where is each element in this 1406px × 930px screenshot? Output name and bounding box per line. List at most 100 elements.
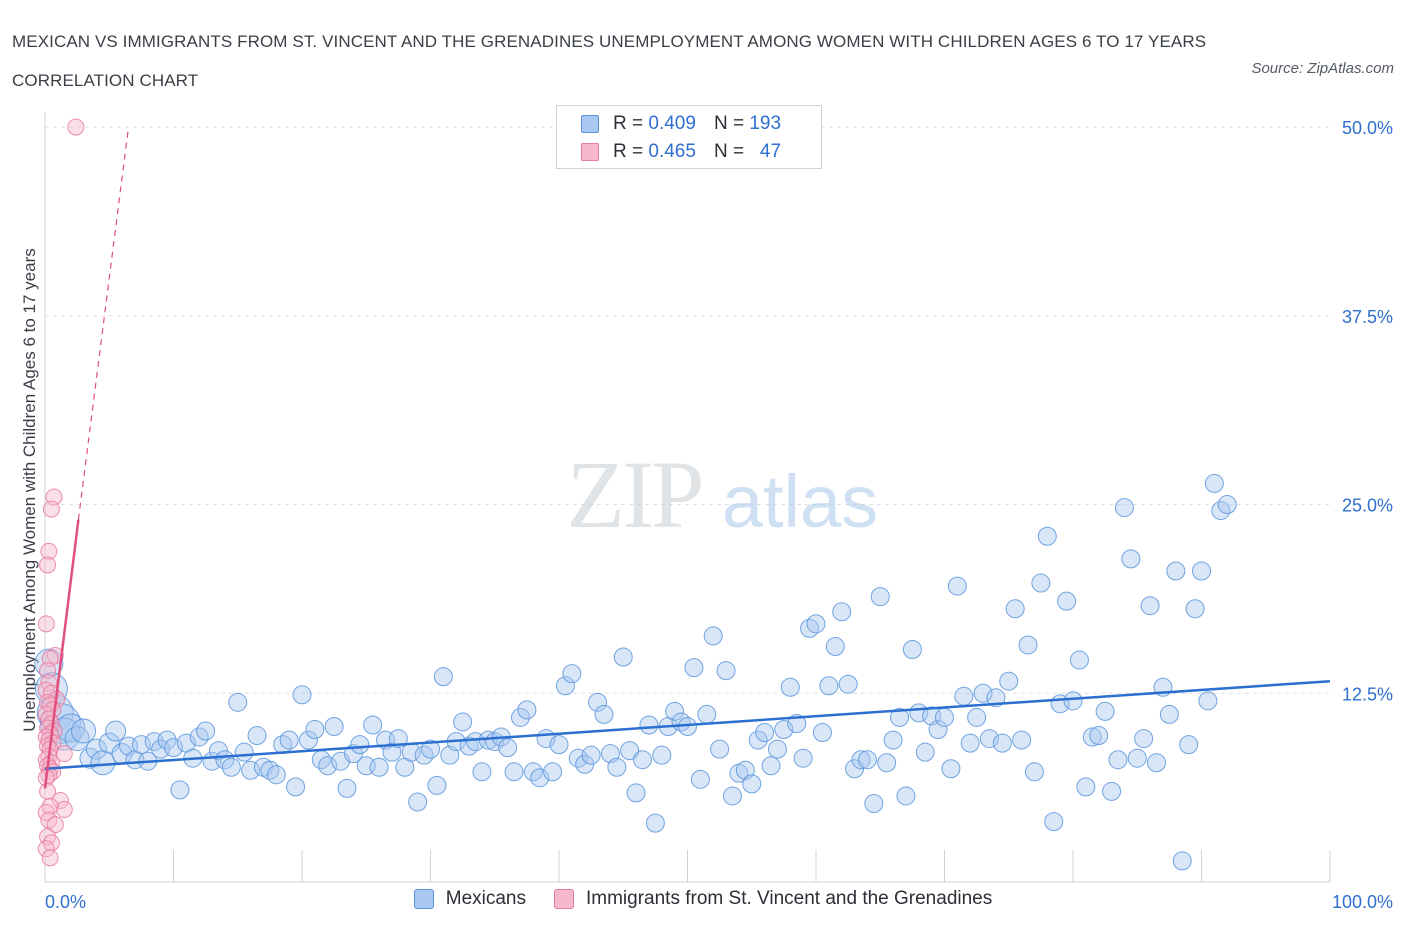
mexicans-point [324,716,344,736]
mexicans-point [472,762,492,782]
mexicans-point [1005,599,1025,619]
mexicans-point [1159,704,1179,724]
mexicans-point [877,753,897,773]
mexicans-point [498,738,518,758]
mexicans-point [504,762,524,782]
mexicans-point [806,614,826,634]
mexicans-point [1037,526,1057,546]
mexicans-point [960,733,980,753]
mexicans-point [408,792,428,812]
mexicans-point [164,738,183,758]
mexicans-point [1012,730,1032,750]
mexicans-point [1134,729,1154,749]
mexicans-point [883,730,903,750]
svg-immigrant-point [39,556,57,574]
mexicans-point [947,576,967,596]
mexicans-point [935,707,954,727]
gridlines [45,126,1330,694]
mexicans-point [793,748,813,768]
mexicans-point [1108,750,1128,770]
mexicans-point [388,729,408,749]
mexicans-point [896,786,916,806]
mexicans-point [633,750,653,770]
mexicans-point [767,739,787,759]
mexicans-point [620,741,640,761]
mexicans-point [241,760,261,780]
watermark-atlas: atlas [722,460,878,543]
mexicans-point [748,730,768,750]
mexicans-point [812,723,832,743]
mexicans-point [857,750,877,770]
y-tick-label: 12.5% [1342,684,1393,704]
n-label: N = [713,141,745,162]
mexicans-point [594,704,614,724]
mexicans-point [1057,591,1077,611]
legend-item-svg-immigrants[interactable]: Immigrants from St. Vincent and the Gren… [554,888,992,910]
svg-immigrant-point [39,662,57,680]
mexicans-point [954,686,974,706]
mexicans-point [286,777,306,797]
trend-lines [43,127,1331,789]
n-value: 193 [749,113,782,134]
mexicans-point [979,729,999,749]
legend-label: Immigrants from St. Vincent and the Gren… [586,888,993,909]
svg-immigrant-point [55,801,73,819]
mexicans-point [1063,691,1083,711]
y-tick-labels: 12.5% 25.0% 37.5% 50.0% [1342,118,1393,704]
mexicans-point [157,730,177,750]
mexicans-point [902,639,922,659]
stats-legend: R = 0.409 N = 193 R = 0.465 N = 47 [556,105,822,169]
mexicans-point [690,769,710,789]
mexicans-point [1198,691,1218,711]
mexicans-point [1089,726,1109,746]
x-tick-label: 100.0% [1332,892,1393,912]
legend-item-mexicans[interactable]: Mexicans [413,888,526,910]
chart-title: MEXICAN VS IMMIGRANTS FROM ST. VINCENT A… [12,32,1207,90]
mexicans-point [1172,851,1192,871]
mexicans-point [543,762,563,782]
mexicans-point [170,780,190,800]
mexicans-point [1095,701,1115,721]
mexicans-point [870,587,890,607]
mexicans-point [684,658,704,678]
mexicans-point [941,759,961,779]
svg-trend-line [43,519,80,789]
mexicans-point [825,636,845,656]
y-tick-label: 50.0% [1342,118,1393,138]
mexicans-point [652,745,672,765]
mexicans-point [890,707,910,727]
mexicans-point [986,688,1006,708]
mexicans-point [819,676,839,696]
mexicans-point [421,739,440,759]
svg-immigrant-point [51,791,69,809]
watermark-zip: ZIP [567,441,702,548]
mexicans-point [196,721,216,741]
mexicans-point [1076,777,1096,797]
mexicans-point [305,720,325,740]
svg-trend-extension [77,127,130,520]
mexicans-point [510,707,530,727]
mexicans-point [928,720,948,740]
source-label: Source: ZipAtlas.com [1251,60,1394,77]
mexicans-point [453,712,473,732]
mexicans-point [1185,599,1205,619]
mexicans-point [1140,596,1160,616]
mexicans-point [517,700,537,720]
svg-immigrant-point [37,840,55,858]
mexicans-point [774,720,794,740]
stats-row-svg: R = 0.465 N = 47 [581,138,781,166]
mexicans-swatch [581,115,599,133]
mexicans-point [755,723,775,743]
mexicans-point [1217,495,1237,515]
mexicans-point [1147,753,1167,773]
svg-immigrant-point [41,849,59,867]
mexicans-point [697,704,717,724]
mexicans-point [703,626,723,646]
y-tick-label: 37.5% [1342,307,1393,327]
mexicans-point [85,738,107,760]
mexicans-point [992,733,1012,753]
mexicans-point [247,726,267,746]
x-tick-label: 0.0% [45,892,86,912]
mexicans-point [838,674,858,694]
mexicans-point [626,783,646,803]
